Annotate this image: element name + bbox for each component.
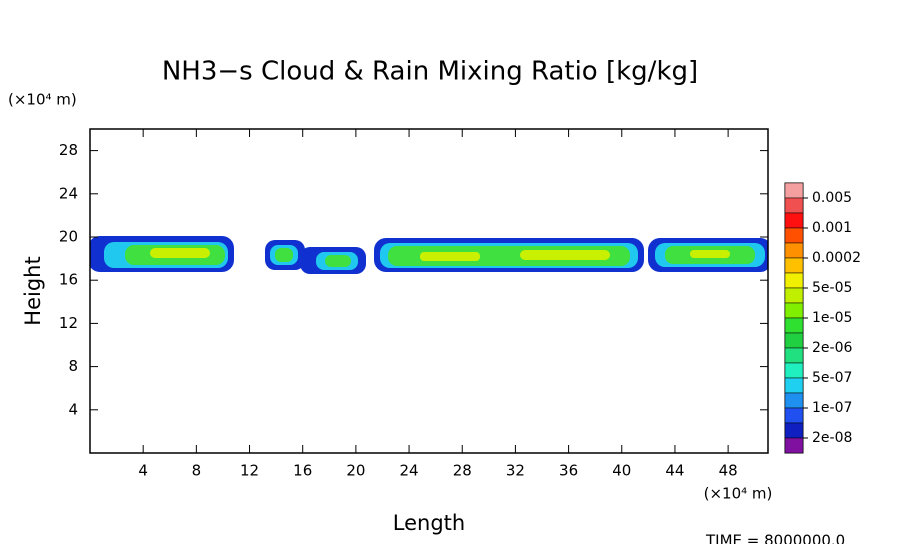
colorbar-swatch	[784, 332, 804, 349]
colorbar-swatch	[784, 302, 804, 319]
y-tick-label: 4	[68, 400, 78, 418]
x-tick-label: 32	[506, 462, 525, 480]
colorbar-swatch	[784, 197, 804, 214]
colorbar-label: 2e-06	[812, 340, 852, 356]
x-tick-label: 20	[346, 462, 365, 480]
colorbar-swatch	[784, 227, 804, 244]
y-tick-label: 16	[59, 271, 78, 289]
x-axis-label: Length	[393, 511, 465, 535]
x-unit: (×10⁴ m)	[704, 485, 773, 503]
colorbar-swatch	[784, 242, 804, 259]
x-tick-label: 28	[453, 462, 472, 480]
x-tick-label: 24	[400, 462, 419, 480]
colorbar-swatch	[784, 437, 804, 454]
colorbar-swatch	[784, 422, 804, 439]
y-tick-label: 8	[68, 357, 78, 375]
y-tick-label: 28	[59, 141, 78, 159]
colorbar-label: 1e-05	[812, 310, 852, 326]
colorbar-swatch	[784, 272, 804, 289]
x-tick-label: 36	[559, 462, 578, 480]
y-tick-label: 20	[59, 228, 78, 246]
x-tick-label: 8	[192, 462, 202, 480]
colorbar-swatch	[784, 182, 804, 199]
colorbar-label: 1e-07	[812, 400, 852, 416]
x-tick-label: 40	[612, 462, 631, 480]
y-tick-label: 12	[59, 314, 78, 332]
colorbar-swatch	[784, 347, 804, 364]
x-tick-label: 44	[665, 462, 684, 480]
colorbar-label: 0.001	[812, 220, 852, 236]
colorbar-swatch	[784, 407, 804, 424]
colorbar-label: 0.0002	[812, 250, 861, 266]
x-tick-label: 48	[719, 462, 738, 480]
cloud-peak	[150, 248, 730, 261]
colorbar-swatch	[784, 377, 804, 394]
colorbar-label: 5e-07	[812, 370, 852, 386]
colorbar-label: 0.005	[812, 190, 852, 206]
x-tick-label: 4	[138, 462, 148, 480]
colorbar-swatch	[784, 212, 804, 229]
y-unit: (×10⁴ m)	[8, 91, 77, 109]
x-tick-label: 12	[240, 462, 259, 480]
colorbar-label: 2e-08	[812, 430, 852, 446]
time-annotation: TIME = 8000000.0	[705, 532, 845, 544]
x-tick-label: 16	[293, 462, 312, 480]
colorbar-swatch	[784, 257, 804, 274]
y-axis-label: Height	[21, 256, 45, 325]
chart-title: NH3−s Cloud & Rain Mixing Ratio [kg/kg]	[162, 57, 698, 87]
plot-frame	[89, 128, 769, 454]
cloud-field	[90, 236, 768, 274]
y-tick-label: 24	[59, 184, 78, 202]
colorbar-swatch	[784, 392, 804, 409]
colorbar-swatch	[784, 317, 804, 334]
colorbar-swatch	[784, 287, 804, 304]
colorbar-swatch	[784, 362, 804, 379]
colorbar-label: 5e-05	[812, 280, 852, 296]
